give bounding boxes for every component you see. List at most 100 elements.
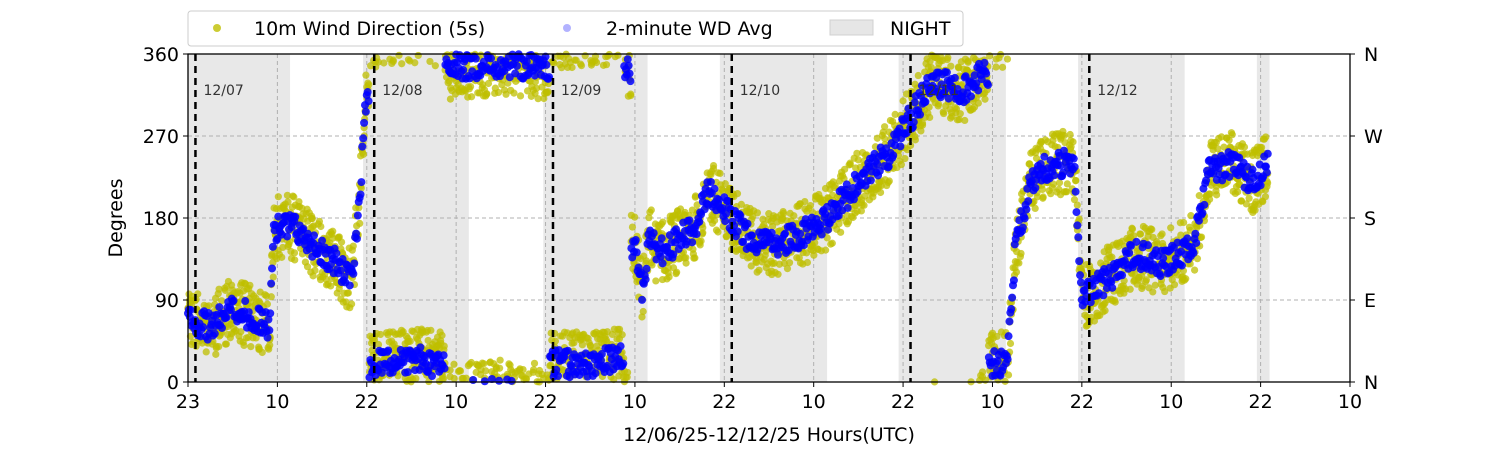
- wd-avg-point: [332, 249, 341, 258]
- wind-direction-point: [774, 270, 782, 278]
- wind-direction-point: [1073, 201, 1081, 209]
- wind-direction-point: [1066, 130, 1074, 139]
- wind-direction-point: [1004, 371, 1013, 379]
- y2-tick-label: W: [1364, 126, 1383, 148]
- wind-direction-point: [482, 90, 491, 98]
- x-tick-label: 22: [1249, 391, 1273, 413]
- wind-direction-point: [480, 360, 488, 368]
- wind-direction-point: [1151, 281, 1159, 289]
- wind-direction-point: [516, 92, 525, 100]
- wd-avg-point: [364, 97, 373, 106]
- wind-direction-point: [274, 193, 282, 201]
- wd-avg-point: [603, 361, 612, 370]
- wind-direction-point: [309, 272, 317, 280]
- wd-avg-point: [542, 60, 551, 69]
- wind-direction-point: [1261, 193, 1270, 201]
- wd-avg-point: [626, 77, 635, 86]
- wind-direction-point: [510, 89, 518, 97]
- wind-direction-point: [897, 160, 906, 169]
- wd-avg-point: [1007, 305, 1016, 314]
- day-label: 12/07: [203, 83, 243, 99]
- wind-direction-point: [811, 239, 819, 247]
- wind-direction-point: [186, 332, 195, 340]
- wind-direction-point: [1197, 233, 1206, 241]
- wd-avg-point: [1198, 209, 1207, 218]
- wind-direction-point: [1072, 176, 1080, 185]
- wind-direction-point: [911, 136, 919, 144]
- wind-direction-point: [440, 342, 448, 350]
- wind-direction-point: [768, 222, 777, 230]
- wind-direction-point: [1031, 204, 1039, 213]
- wind-direction-point: [240, 341, 248, 350]
- x-tick-label: 10: [802, 391, 826, 413]
- wd-avg-point: [1074, 233, 1083, 242]
- wind-direction-point: [645, 214, 653, 222]
- wind-direction-point: [614, 51, 622, 59]
- wind-direction-point: [1136, 230, 1145, 238]
- wind-direction-point: [1245, 194, 1253, 202]
- wd-avg-point: [416, 343, 425, 352]
- wd-avg-point: [350, 259, 359, 268]
- wind-direction-point: [854, 156, 862, 164]
- wind-direction-point: [494, 88, 503, 97]
- wd-avg-point: [215, 303, 224, 312]
- wind-direction-point: [1240, 143, 1249, 151]
- wd-avg-point: [1075, 257, 1084, 266]
- wind-direction-point: [947, 62, 955, 70]
- wind-direction-point: [374, 58, 382, 66]
- wind-direction-point: [348, 300, 356, 308]
- wind-direction-point: [837, 228, 845, 236]
- wind-direction-point: [356, 219, 364, 227]
- wind-direction-point: [624, 368, 632, 377]
- wd-avg-point: [1076, 278, 1085, 287]
- legend: 10m Wind Direction (5s) 2-minute WD Avg …: [187, 10, 964, 47]
- wd-avg-point: [669, 250, 678, 259]
- wind-direction-point: [716, 169, 724, 178]
- wind-direction-point: [927, 63, 936, 72]
- wd-avg-point: [487, 375, 496, 384]
- wind-direction-point: [1012, 268, 1021, 276]
- wind-direction-point: [365, 81, 373, 89]
- wind-direction-point: [359, 150, 368, 158]
- wind-direction-point: [747, 262, 755, 270]
- wd-avg-point: [265, 326, 274, 335]
- wd-avg-point: [469, 375, 478, 384]
- x-tick-label: 10: [623, 391, 647, 413]
- wd-avg-point: [1159, 254, 1168, 263]
- wind-direction-point: [876, 188, 885, 197]
- wd-avg-point: [495, 376, 504, 385]
- wd-avg-point: [1256, 181, 1265, 190]
- wd-avg-point: [266, 309, 275, 318]
- wd-avg-point: [623, 55, 632, 64]
- wd-avg-point: [1261, 162, 1270, 171]
- wind-direction-point: [1187, 212, 1195, 220]
- wind-direction-point: [723, 233, 731, 241]
- wd-avg-point: [530, 71, 539, 80]
- wd-avg-point: [358, 142, 367, 151]
- wind-direction-point: [523, 87, 532, 95]
- wd-avg-point: [241, 297, 250, 306]
- wind-direction-point: [901, 154, 909, 163]
- wind-direction-point: [853, 149, 861, 157]
- wd-avg-point: [1009, 276, 1018, 285]
- wd-avg-point: [361, 107, 370, 116]
- day-label: 12/09: [561, 83, 601, 99]
- wd-avg-point: [910, 98, 919, 107]
- wind-direction-point: [956, 110, 964, 118]
- wind-direction-point: [806, 201, 815, 210]
- wind-direction-point: [380, 59, 388, 67]
- wind-direction-point: [329, 234, 337, 242]
- wd-avg-point: [1069, 154, 1078, 163]
- legend-label-2min-avg: 2-minute WD Avg: [606, 18, 773, 40]
- wind-direction-point: [1039, 193, 1047, 201]
- wd-avg-point: [781, 229, 790, 238]
- wind-direction-point: [222, 340, 230, 348]
- wind-direction-point: [327, 282, 335, 290]
- x-tick-label: 23: [176, 391, 200, 413]
- wind-direction-point: [1075, 215, 1083, 223]
- wind-direction-point: [1251, 206, 1259, 214]
- wind-direction-point: [885, 177, 893, 185]
- wind-direction-point: [961, 116, 969, 125]
- legend-marker-2min-avg: [563, 24, 571, 32]
- wd-avg-point: [889, 151, 898, 160]
